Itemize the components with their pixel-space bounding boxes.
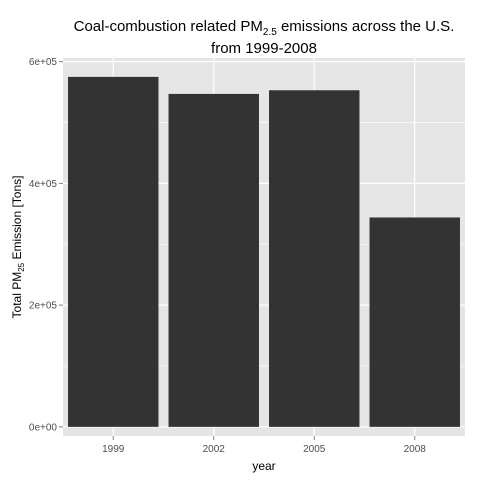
x-tick-label: 2008	[404, 444, 427, 455]
bar-2005	[269, 90, 360, 427]
x-tick-label: 1999	[102, 444, 125, 455]
title-subscript: 2.5	[263, 27, 277, 38]
y-tick-label: 0e+00	[29, 422, 58, 433]
bars	[68, 76, 460, 427]
bar-1999	[68, 76, 159, 427]
chart-title-line2: from 1999-2008	[211, 40, 317, 57]
x-tick-label: 2002	[203, 444, 226, 455]
y-tick-label: 2e+05	[29, 301, 58, 312]
y-tick-label: 4e+05	[29, 179, 58, 190]
y-axis-label: Total PM25 Emission [Tons]	[10, 176, 26, 319]
x-axis-ticks: 1999 2002 2005 2008	[102, 436, 426, 455]
y-label-subscript: 25	[17, 262, 26, 271]
x-tick-label: 2005	[303, 444, 326, 455]
chart-title-line1: Coal-combustion related PM2.5 emissions …	[74, 18, 455, 38]
bar-2002	[168, 93, 259, 427]
bar-2008	[369, 217, 460, 427]
y-tick-label: 6e+05	[29, 57, 58, 68]
y-axis-ticks: 0e+00 2e+05 4e+05 6e+05	[29, 57, 63, 433]
x-axis-label: year	[252, 459, 275, 473]
